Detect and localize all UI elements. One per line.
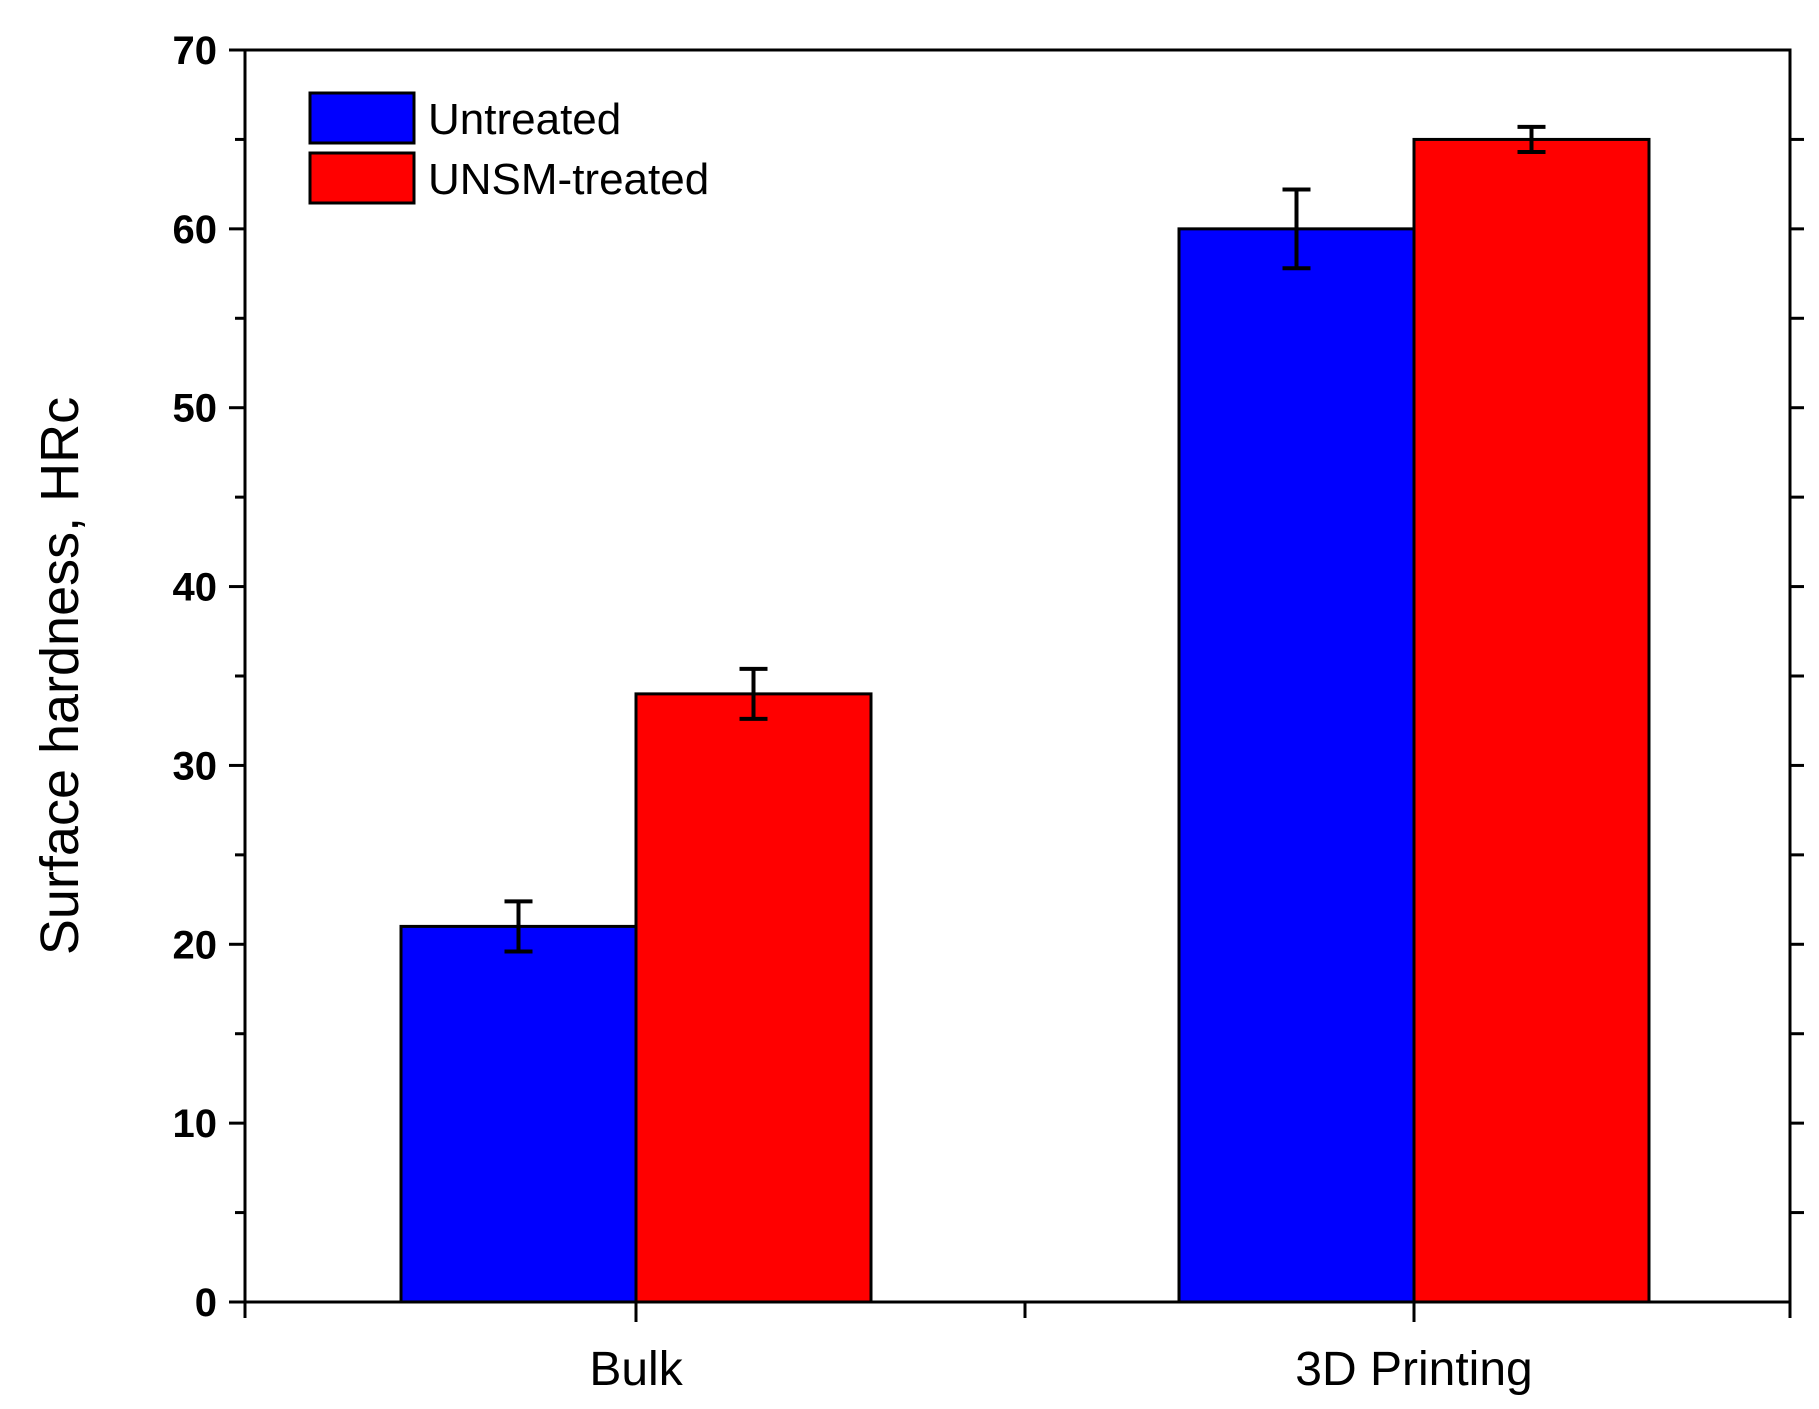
y-tick-label: 20 xyxy=(173,923,218,967)
labels-layer: Surface hardness, HRc 0 10 20 30 40 50 60 70 Bul… xyxy=(30,29,1533,1396)
y-tick-label: 40 xyxy=(173,566,218,610)
legend-swatch-untreated xyxy=(308,91,416,145)
error-bar-bulk-untreated xyxy=(504,899,533,954)
bar-bulk-untreated xyxy=(399,924,638,1304)
y-axis-title: Surface hardness, HRc xyxy=(30,397,90,955)
legend-label-untreated: Untreated xyxy=(428,95,621,144)
legend-label-unsm-treated: UNSM-treated xyxy=(428,155,709,204)
y-tick-label: 10 xyxy=(173,1102,218,1146)
y-tick-label: 0 xyxy=(195,1281,217,1325)
bar-3d-printing-untreated xyxy=(1177,227,1416,1304)
error-bar-3d-printing-untreated xyxy=(1282,187,1311,271)
error-bars-layer xyxy=(504,124,1546,954)
y-tick-label: 60 xyxy=(173,208,218,252)
error-bar-bulk-unsm-treated xyxy=(739,666,768,721)
bar-3d-printing-unsm-treated xyxy=(1412,137,1651,1304)
legend: Untreated UNSM-treated xyxy=(308,91,709,205)
y-tick-label: 70 xyxy=(173,29,218,73)
bars-layer xyxy=(399,137,1651,1304)
x-tick-label: Bulk xyxy=(589,1343,683,1396)
bar-bulk-unsm-treated xyxy=(634,692,873,1304)
y-tick-label: 30 xyxy=(173,744,218,788)
ticks-layer xyxy=(229,48,1804,1322)
x-tick-label: 3D Printing xyxy=(1295,1343,1532,1396)
legend-swatch-unsm-treated xyxy=(308,151,416,205)
y-tick-label: 50 xyxy=(173,387,218,431)
error-bar-3d-printing-unsm-treated xyxy=(1517,124,1546,154)
